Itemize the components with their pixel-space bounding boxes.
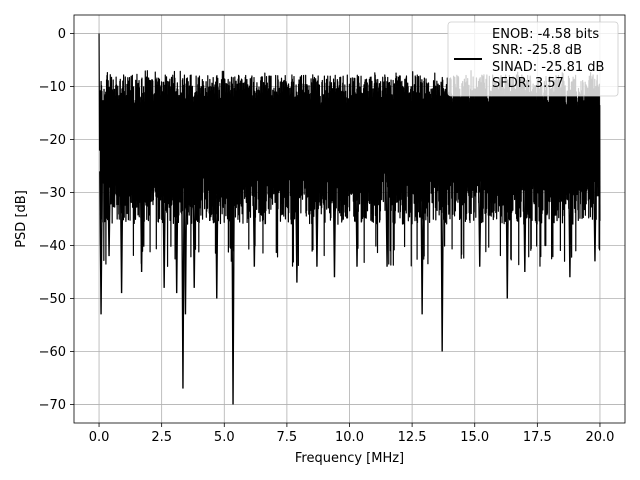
psd-dip-point bbox=[107, 171, 111, 257]
y-tick-label: −10 bbox=[39, 80, 66, 95]
x-tick-label: 2.5 bbox=[151, 430, 172, 445]
legend-sinad: SINAD: -25.81 dB bbox=[492, 60, 604, 75]
psd-dip-point bbox=[522, 171, 527, 272]
psd-dip-point bbox=[252, 171, 257, 267]
legend: ENOB: -4.58 bits SNR: -25.8 dB SINAD: -2… bbox=[447, 21, 619, 97]
x-tick-label: 15.0 bbox=[460, 430, 489, 445]
psd-series-line bbox=[98, 33, 601, 267]
psd-dip-point bbox=[183, 171, 188, 315]
y-axis-label: PSD [dB] bbox=[14, 190, 29, 248]
psd-dip-point bbox=[593, 171, 597, 262]
psd-dip-point bbox=[385, 171, 389, 267]
x-tick-label: 20.0 bbox=[585, 430, 614, 445]
x-tick-label: 0.0 bbox=[89, 430, 110, 445]
y-tick-label: −50 bbox=[39, 292, 66, 307]
psd-dip-point bbox=[99, 171, 103, 315]
legend-snr: SNR: -25.8 dB bbox=[492, 43, 582, 58]
psd-dip-point bbox=[355, 171, 359, 267]
x-axis-label: Frequency [MHz] bbox=[295, 451, 404, 466]
legend-enob: ENOB: -4.58 bits bbox=[492, 27, 599, 42]
psd-dip-point bbox=[505, 171, 510, 299]
psd-dip-point bbox=[332, 171, 337, 278]
x-axis: 0.0 2.5 5.0 7.5 10.0 12.5 15.0 17.5 20.0 bbox=[89, 423, 614, 445]
legend-box bbox=[447, 21, 619, 97]
psd-dip-point bbox=[174, 171, 179, 294]
psd-dip-point bbox=[214, 171, 219, 299]
x-tick-label: 17.5 bbox=[523, 430, 552, 445]
psd-dip-point bbox=[192, 171, 197, 288]
psd-dip-point bbox=[181, 171, 185, 389]
psd-dip-point bbox=[477, 171, 482, 267]
y-axis: 0 −10 −20 −30 −40 −50 −60 −70 bbox=[39, 27, 74, 413]
x-tick-label: 10.0 bbox=[335, 430, 364, 445]
psd-dip-point bbox=[139, 171, 144, 272]
y-tick-label: −40 bbox=[39, 239, 66, 254]
psd-dip-point bbox=[162, 171, 167, 288]
x-tick-label: 12.5 bbox=[398, 430, 427, 445]
psd-dip-point bbox=[231, 171, 235, 405]
psd-dip-point bbox=[440, 171, 445, 352]
x-tick-label: 5.0 bbox=[214, 430, 235, 445]
y-tick-label: −30 bbox=[39, 186, 66, 201]
y-tick-label: −70 bbox=[39, 398, 66, 413]
legend-sfdr: SFDR: 3.57 bbox=[492, 76, 564, 91]
psd-dip-point bbox=[315, 171, 319, 267]
series-layer bbox=[98, 33, 601, 405]
psd-dip-point bbox=[119, 171, 124, 294]
y-tick-label: −20 bbox=[39, 133, 66, 148]
psd-dip-point bbox=[420, 171, 425, 315]
y-tick-label: 0 bbox=[58, 27, 66, 42]
y-tick-label: −60 bbox=[39, 345, 66, 360]
psd-dip-point bbox=[295, 171, 299, 283]
psd-dip-point bbox=[568, 171, 572, 278]
x-tick-label: 7.5 bbox=[277, 430, 298, 445]
